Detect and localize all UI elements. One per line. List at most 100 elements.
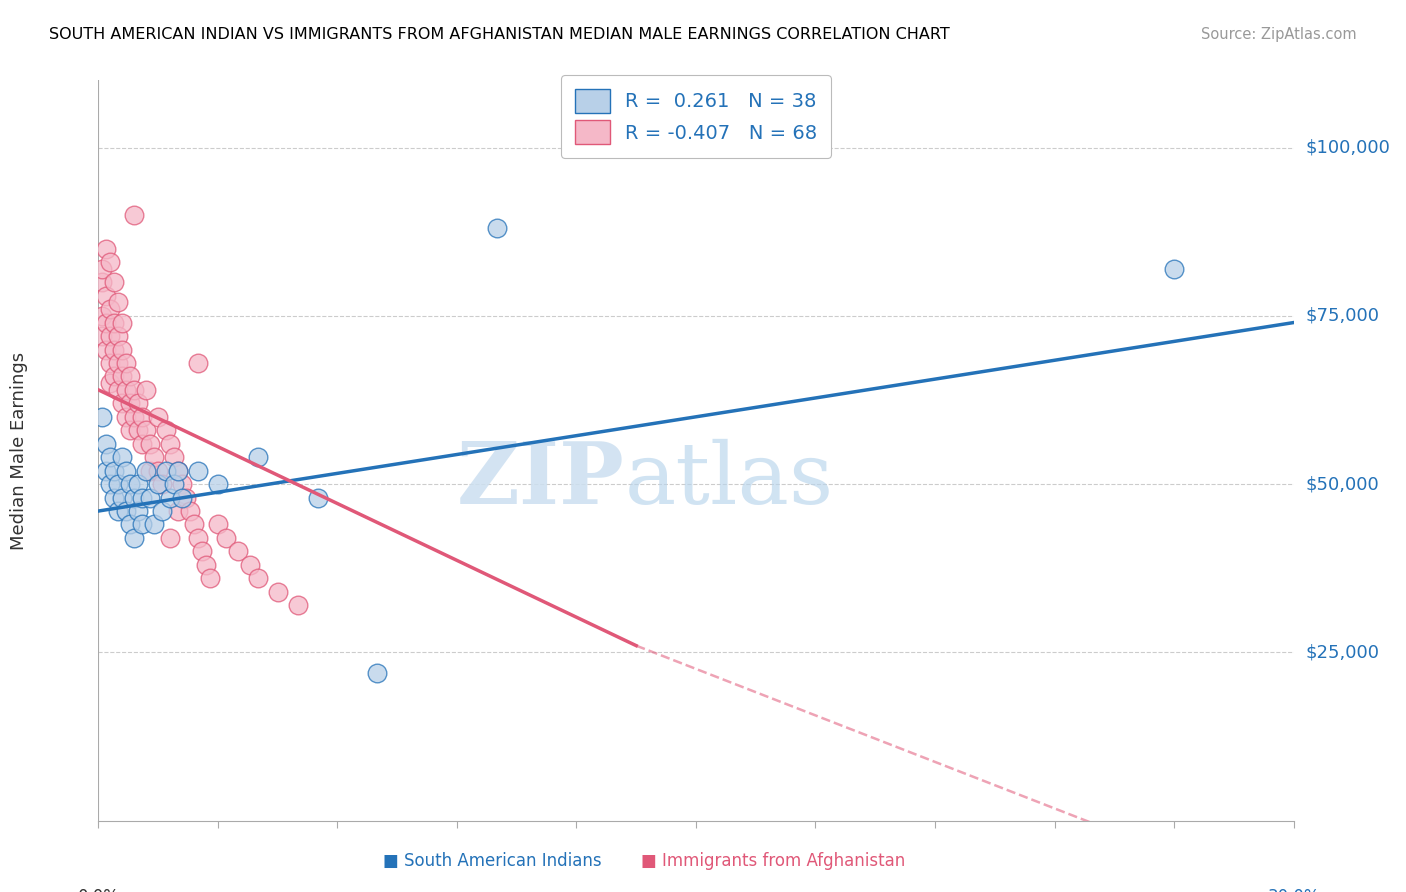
Point — [103, 491, 125, 505]
Point — [148, 409, 170, 424]
Point — [111, 343, 134, 357]
Point — [163, 450, 186, 465]
Point — [124, 531, 146, 545]
Point — [124, 491, 146, 505]
Text: SOUTH AMERICAN INDIAN VS IMMIGRANTS FROM AFGHANISTAN MEDIAN MALE EARNINGS CORREL: SOUTH AMERICAN INDIAN VS IMMIGRANTS FROM… — [49, 27, 950, 42]
Point — [91, 261, 114, 276]
Point — [150, 504, 173, 518]
Point — [115, 356, 138, 370]
Point — [98, 302, 122, 317]
Point — [120, 423, 142, 437]
Text: ZIP: ZIP — [457, 438, 624, 522]
Point — [107, 477, 129, 491]
Point — [124, 409, 146, 424]
Point — [103, 343, 125, 357]
Point — [167, 464, 190, 478]
Point — [287, 599, 309, 613]
Point — [198, 571, 221, 585]
Point — [139, 491, 162, 505]
Point — [98, 255, 122, 269]
Point — [167, 464, 190, 478]
Text: $100,000: $100,000 — [1306, 138, 1391, 157]
Point — [139, 436, 162, 450]
Point — [148, 477, 170, 491]
Text: 0.0%: 0.0% — [77, 888, 120, 892]
Point — [131, 491, 153, 505]
Point — [179, 504, 201, 518]
Point — [148, 464, 170, 478]
Point — [111, 450, 134, 465]
Point — [485, 221, 508, 235]
Point — [103, 369, 125, 384]
Point — [155, 423, 177, 437]
Text: ■ South American Indians: ■ South American Indians — [382, 852, 602, 870]
Point — [187, 356, 209, 370]
Point — [131, 436, 153, 450]
Text: 30.0%: 30.0% — [1267, 888, 1320, 892]
Point — [143, 517, 166, 532]
Point — [150, 477, 173, 491]
Point — [246, 571, 269, 585]
Point — [91, 329, 114, 343]
Point — [111, 396, 134, 410]
Point — [124, 208, 146, 222]
Point — [127, 504, 149, 518]
Text: $75,000: $75,000 — [1306, 307, 1379, 325]
Point — [120, 477, 142, 491]
Text: Median Male Earnings: Median Male Earnings — [10, 351, 28, 549]
Point — [120, 396, 142, 410]
Point — [159, 436, 181, 450]
Point — [98, 329, 122, 343]
Point — [103, 464, 125, 478]
Point — [267, 584, 290, 599]
Point — [366, 665, 388, 680]
Point — [91, 409, 114, 424]
Point — [127, 396, 149, 410]
Point — [172, 491, 194, 505]
Point — [103, 316, 125, 330]
Point — [187, 464, 209, 478]
Point — [1163, 261, 1185, 276]
Text: Source: ZipAtlas.com: Source: ZipAtlas.com — [1201, 27, 1357, 42]
Point — [191, 544, 214, 558]
Point — [195, 558, 218, 572]
Point — [91, 309, 114, 323]
Point — [127, 477, 149, 491]
Text: $50,000: $50,000 — [1306, 475, 1379, 493]
Point — [239, 558, 262, 572]
Point — [91, 275, 114, 289]
Point — [98, 477, 122, 491]
Point — [135, 423, 157, 437]
Point — [183, 517, 205, 532]
Point — [159, 491, 181, 505]
Point — [167, 504, 190, 518]
Point — [96, 436, 118, 450]
Point — [155, 464, 177, 478]
Point — [187, 531, 209, 545]
Point — [115, 383, 138, 397]
Point — [226, 544, 249, 558]
Point — [139, 464, 162, 478]
Text: atlas: atlas — [624, 439, 834, 522]
Point — [131, 409, 153, 424]
Point — [111, 491, 134, 505]
Point — [115, 464, 138, 478]
Point — [135, 383, 157, 397]
Point — [207, 477, 229, 491]
Point — [96, 343, 118, 357]
Point — [127, 423, 149, 437]
Point — [107, 356, 129, 370]
Point — [98, 450, 122, 465]
Point — [96, 316, 118, 330]
Point — [135, 464, 157, 478]
Point — [107, 383, 129, 397]
Point — [107, 295, 129, 310]
Point — [124, 383, 146, 397]
Point — [131, 517, 153, 532]
Point — [115, 409, 138, 424]
Point — [207, 517, 229, 532]
Point — [163, 477, 186, 491]
Point — [307, 491, 329, 505]
Point — [172, 477, 194, 491]
Point — [111, 369, 134, 384]
